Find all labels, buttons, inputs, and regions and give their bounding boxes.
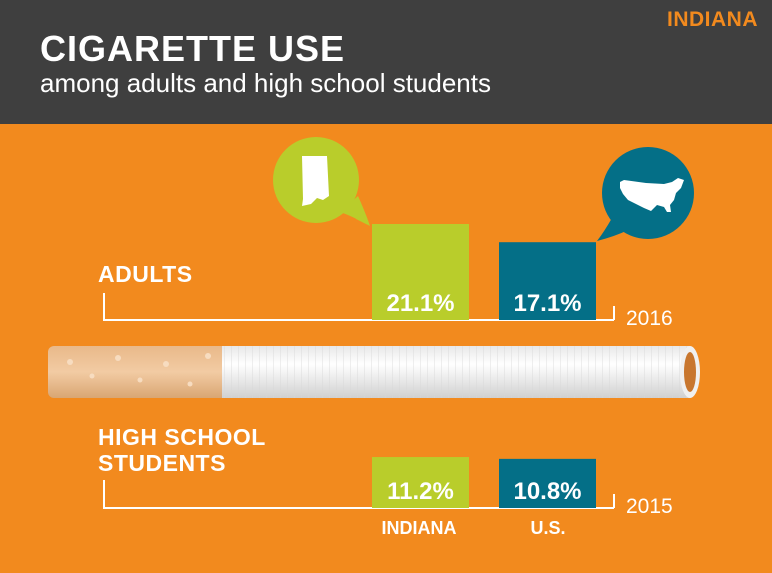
value-label-high-school-us: 10.8% xyxy=(513,478,581,505)
category-label-us: U.S. xyxy=(530,518,565,538)
bar-high-school-indiana xyxy=(372,457,469,508)
indiana-map-icon xyxy=(273,137,370,226)
year-label-adults: 2016 xyxy=(626,307,673,330)
category-label-indiana: INDIANA xyxy=(382,518,457,538)
bar-adults-indiana xyxy=(372,224,469,320)
page-title: CIGARETTE USE xyxy=(40,28,346,69)
cigarette-icon xyxy=(48,346,700,398)
state-label: INDIANA xyxy=(667,8,758,31)
value-label-adults-indiana: 21.1% xyxy=(386,290,454,317)
value-label-adults-us: 17.1% xyxy=(513,290,581,317)
bar-high-school-us xyxy=(499,458,596,508)
us-map-icon xyxy=(597,147,694,241)
value-label-high-school-indiana: 11.2% xyxy=(387,478,454,505)
page-subtitle: among adults and high school students xyxy=(40,68,491,98)
row-label-high-school: HIGH SCHOOL STUDENTS xyxy=(98,424,266,476)
bar-adults-us xyxy=(499,242,596,320)
header-bar: INDIANA CIGARETTE USE among adults and h… xyxy=(0,0,772,124)
row-label-adults: ADULTS xyxy=(98,261,193,287)
year-label-high-school: 2015 xyxy=(626,495,673,518)
